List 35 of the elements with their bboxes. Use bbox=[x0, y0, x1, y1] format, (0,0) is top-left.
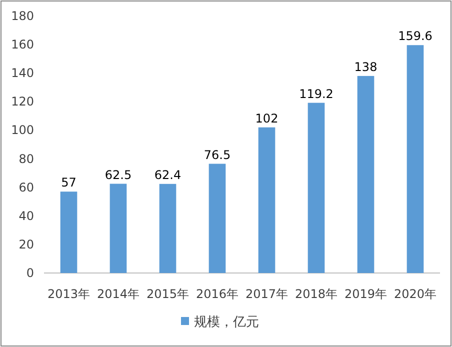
bar bbox=[406, 45, 424, 273]
y-tick-label: 60 bbox=[18, 180, 34, 194]
data-label: 119.2 bbox=[299, 86, 334, 101]
data-label: 159.6 bbox=[398, 29, 432, 44]
data-label: 57 bbox=[61, 176, 76, 190]
data-label: 76.5 bbox=[204, 148, 231, 162]
y-tick-label: 20 bbox=[18, 237, 34, 252]
data-label: 138 bbox=[354, 60, 378, 74]
bar bbox=[357, 76, 374, 273]
y-tick-label: 160 bbox=[11, 38, 34, 52]
data-label: 102 bbox=[255, 111, 278, 126]
y-tick-label: 120 bbox=[11, 94, 34, 109]
y-tick-label: 100 bbox=[11, 123, 34, 138]
bar bbox=[159, 184, 176, 273]
bar bbox=[308, 102, 325, 273]
bar bbox=[258, 127, 276, 273]
y-tick-label: 40 bbox=[18, 208, 34, 223]
legend-label: 规模，亿元 bbox=[194, 315, 259, 330]
x-tick-label: 2018年 bbox=[294, 287, 338, 301]
bar bbox=[110, 184, 127, 273]
y-tick-label: 0 bbox=[26, 266, 34, 280]
x-tick-label: 2014年 bbox=[96, 287, 140, 301]
x-tick-label: 2019年 bbox=[344, 287, 388, 301]
data-label: 62.4 bbox=[154, 168, 182, 182]
y-tick-label: 140 bbox=[11, 66, 34, 80]
data-label: 62.5 bbox=[104, 168, 132, 182]
y-tick-label: 180 bbox=[11, 9, 34, 23]
x-tick-label: 2013年 bbox=[47, 287, 90, 301]
x-tick-label: 2015年 bbox=[146, 287, 190, 301]
y-tick-label: 80 bbox=[18, 152, 34, 166]
x-tick-label: 2016年 bbox=[196, 287, 239, 301]
x-tick-label: 2020年 bbox=[394, 287, 437, 301]
bar bbox=[60, 192, 78, 273]
bar bbox=[208, 164, 226, 273]
x-tick-label: 2017年 bbox=[245, 287, 288, 301]
